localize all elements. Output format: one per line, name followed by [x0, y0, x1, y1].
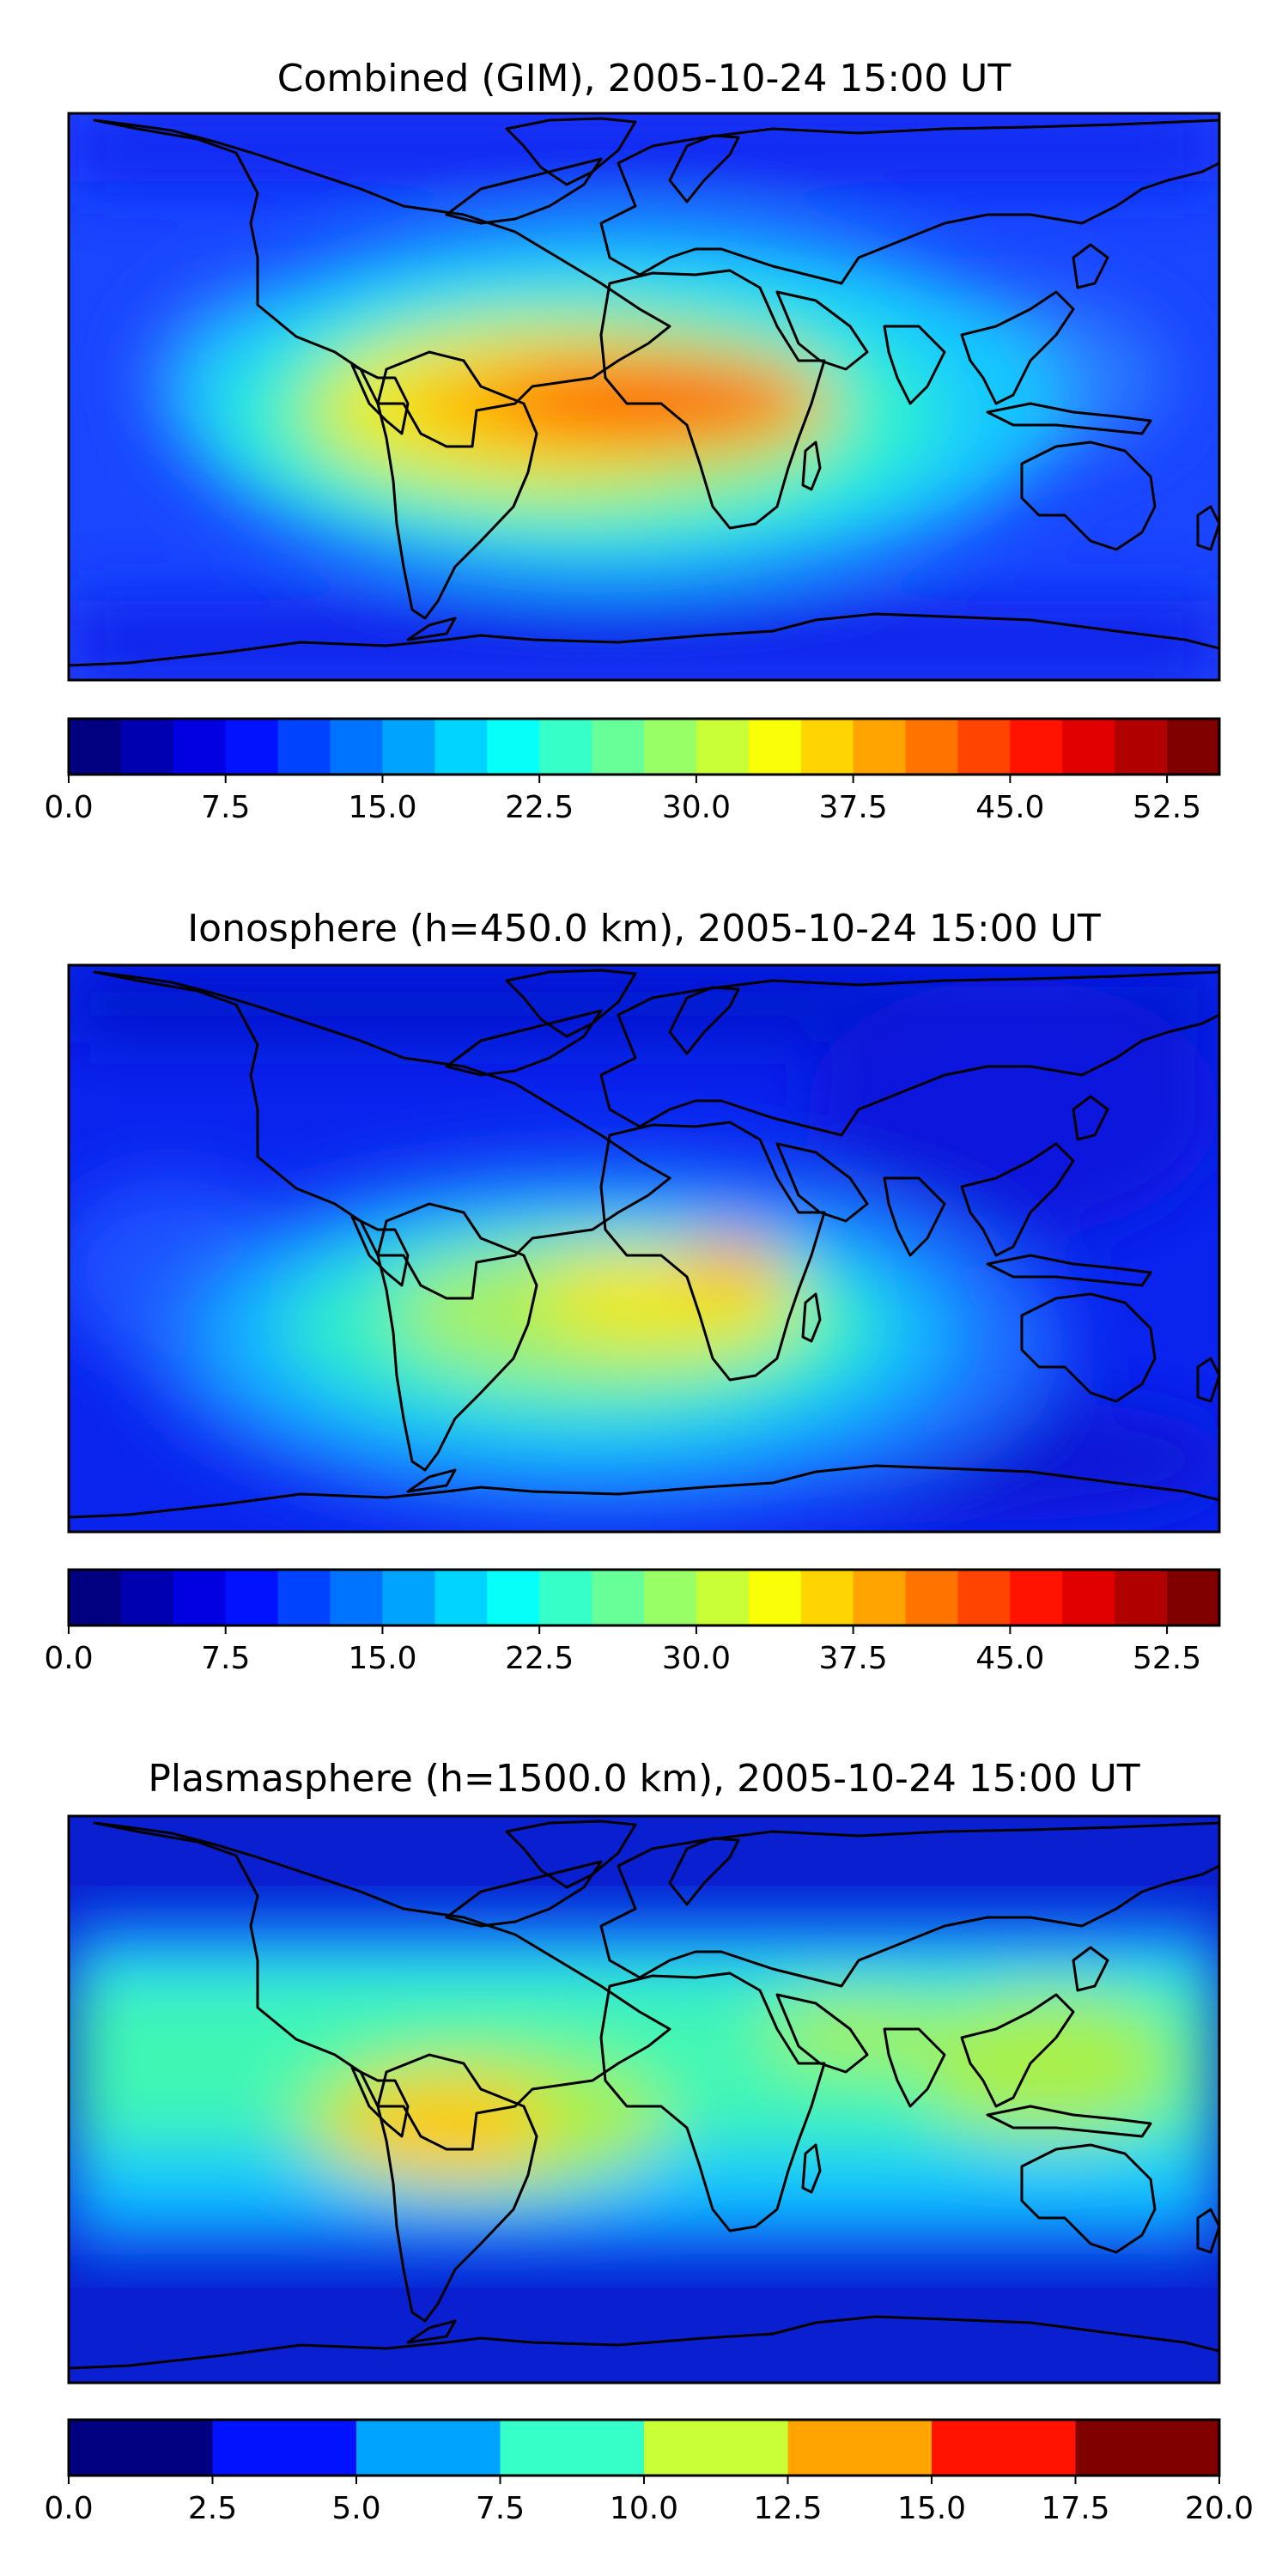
colorbar-cell	[1075, 2420, 1220, 2476]
colorbar-tick-label: 5.0	[331, 2491, 380, 2526]
colorbar-cell	[382, 719, 435, 775]
panel-ionosphere: Ionosphere (h=450.0 km), 2005-10-24 15:0…	[44, 907, 1221, 1676]
colorbar-tick-label: 20.0	[1185, 2491, 1254, 2526]
colorbar-cell	[330, 1570, 383, 1625]
colorbar-cell	[592, 1570, 645, 1625]
colorbar-tick-label: 45.0	[975, 1641, 1044, 1676]
colorbar-cell	[69, 2420, 213, 2476]
panel-title: Ionosphere (h=450.0 km), 2005-10-24 15:0…	[187, 907, 1101, 951]
colorbar-tick-label: 12.5	[753, 2491, 822, 2526]
map-field-combined	[69, 113, 1219, 680]
colorbar-cell	[277, 1570, 331, 1625]
colorbar-cell	[644, 2420, 788, 2476]
colorbar-tick-label: 22.5	[505, 790, 574, 825]
colorbar-cell	[800, 1570, 854, 1625]
colorbar-cell	[120, 1570, 174, 1625]
colorbar-cell	[173, 1570, 227, 1625]
colorbar-cell	[173, 719, 227, 775]
colorbar-cell	[853, 1570, 907, 1625]
colorbar-cell	[330, 719, 383, 775]
colorbar-cell	[957, 1570, 1011, 1625]
colorbar-tick-label: 0.0	[44, 1641, 93, 1676]
colorbar-tick-label: 37.5	[819, 790, 888, 825]
colorbar-cell	[853, 719, 907, 775]
colorbar-cell	[1167, 1570, 1220, 1625]
colorbar-tick-label: 7.5	[476, 2491, 525, 2526]
colorbar-cell	[539, 1570, 592, 1625]
colorbar-cell	[957, 719, 1011, 775]
colorbar-tick-label: 15.0	[348, 790, 416, 825]
colorbar-tick-label: 15.0	[348, 1641, 416, 1676]
colorbar-cell	[1010, 1570, 1063, 1625]
colorbar-combined: 0.0 7.5 15.0 22.5 30.0 37.5 45.0 52.5	[44, 717, 1221, 825]
colorbar-tick-label: 15.0	[897, 2491, 966, 2526]
panel-combined: Combined (GIM), 2005-10-24 15:00 UT 0.0 7…	[44, 57, 1221, 825]
colorbar-cell	[592, 719, 645, 775]
colorbar-cell	[905, 719, 958, 775]
colorbar-tick-label: 7.5	[201, 790, 250, 825]
colorbar-frame	[67, 1568, 1221, 1627]
colorbar-tick-label: 52.5	[1133, 1641, 1201, 1676]
colorbar-cell	[356, 2420, 501, 2476]
colorbar-cell	[434, 1570, 488, 1625]
colorbar-ionosphere: 0.0 7.5 15.0 22.5 30.0 37.5 45.0 52.5	[44, 1568, 1221, 1676]
map-field-ionosphere	[69, 965, 1219, 1532]
colorbar-cell	[748, 719, 802, 775]
colorbar-cell	[382, 1570, 435, 1625]
colorbar-tick-label: 45.0	[975, 790, 1044, 825]
colorbar-frame	[67, 717, 1221, 776]
colorbar-cell	[120, 719, 174, 775]
colorbar-cell	[696, 1570, 750, 1625]
panel-plasmasphere: Plasmasphere (h=1500.0 km), 2005-10-24 1…	[44, 1757, 1254, 2526]
panel-title: Plasmasphere (h=1500.0 km), 2005-10-24 1…	[148, 1757, 1139, 1801]
map-field-plasmasphere	[69, 1816, 1219, 2383]
colorbar-cell	[1062, 1570, 1115, 1625]
colorbar-cell	[1010, 719, 1063, 775]
colorbar-cell	[1062, 719, 1115, 775]
colorbar-tick-label: 0.0	[44, 2491, 93, 2526]
colorbar-cell	[69, 1570, 122, 1625]
colorbar-cell	[644, 1570, 697, 1625]
map-frame	[67, 1814, 1221, 2385]
colorbar-tick-label: 22.5	[505, 1641, 574, 1676]
colorbar-tick-label: 37.5	[819, 1641, 888, 1676]
colorbar-cell	[748, 1570, 802, 1625]
map-frame	[67, 963, 1221, 1534]
panel-title: Combined (GIM), 2005-10-24 15:00 UT	[277, 57, 1012, 100]
colorbar-plasmasphere: 0.0 2.5 5.0 7.5 10.0 12.5 15.0 17.5 20.0	[44, 2418, 1254, 2526]
colorbar-tick-label: 7.5	[201, 1641, 250, 1676]
colorbar-cell	[500, 2420, 645, 2476]
colorbar-cell	[905, 1570, 958, 1625]
colorbar-cell	[69, 719, 122, 775]
colorbar-cell	[434, 719, 488, 775]
colorbar-cell	[212, 2420, 357, 2476]
colorbar-cell	[487, 719, 540, 775]
colorbar-cell	[487, 1570, 540, 1625]
colorbar-tick-label: 52.5	[1133, 790, 1201, 825]
colorbar-cell	[225, 719, 279, 775]
colorbar-cell	[696, 719, 750, 775]
colorbar-tick-label: 30.0	[662, 1641, 731, 1676]
colorbar-cell	[539, 719, 592, 775]
map-frame	[67, 112, 1221, 682]
colorbar-cell	[277, 719, 331, 775]
colorbar-cell	[1115, 1570, 1168, 1625]
colorbar-cell	[225, 1570, 279, 1625]
colorbar-tick-label: 10.0	[610, 2491, 678, 2526]
colorbar-cell	[644, 719, 697, 775]
colorbar-tick-label: 17.5	[1041, 2491, 1109, 2526]
colorbar-cell	[1115, 719, 1168, 775]
colorbar-cell	[800, 719, 854, 775]
colorbar-cell	[1167, 719, 1220, 775]
colorbar-cell	[787, 2420, 933, 2476]
colorbar-cell	[932, 2420, 1076, 2476]
colorbar-tick-label: 30.0	[662, 790, 731, 825]
colorbar-tick-label: 2.5	[188, 2491, 237, 2526]
colorbar-tick-label: 0.0	[44, 790, 93, 825]
